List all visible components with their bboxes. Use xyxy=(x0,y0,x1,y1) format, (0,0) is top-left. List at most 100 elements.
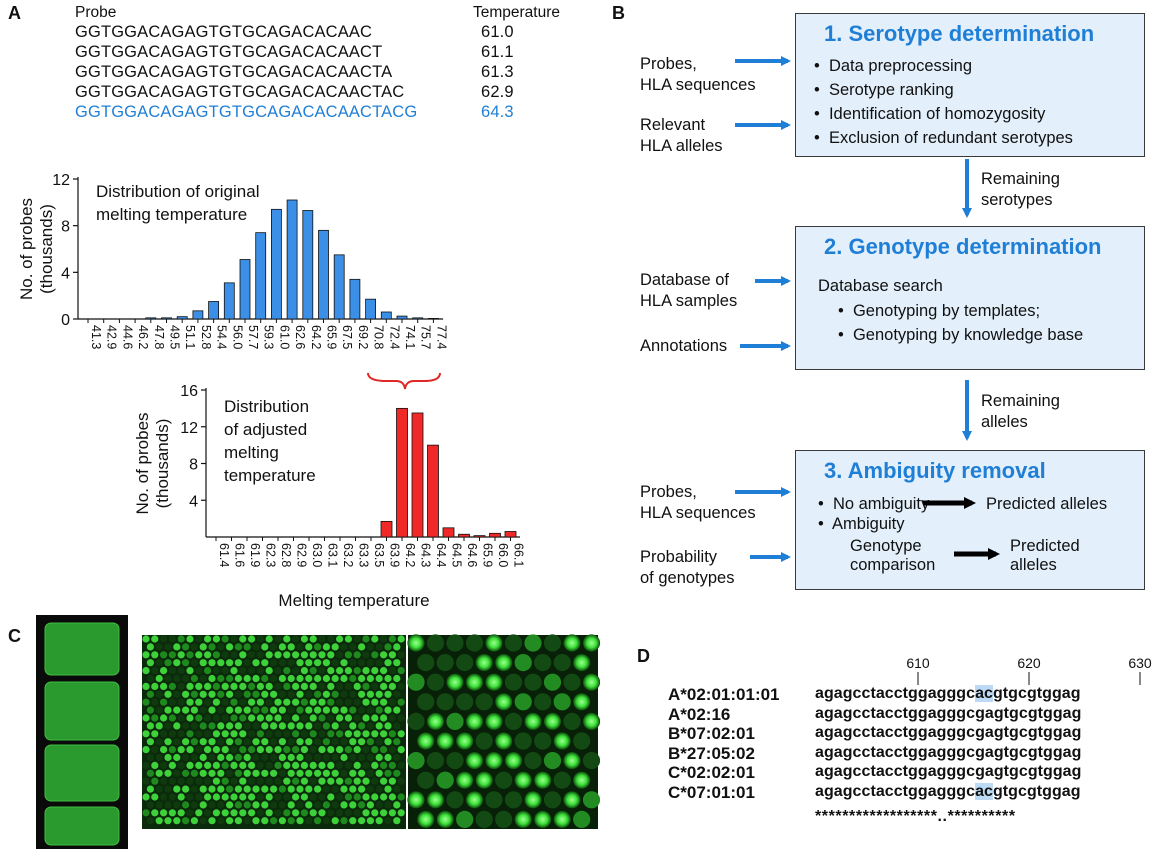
spot xyxy=(155,753,163,762)
spot xyxy=(524,791,542,809)
y-tick-label: 12 xyxy=(52,172,70,189)
spot xyxy=(270,706,278,714)
spot xyxy=(388,793,396,801)
temperature-header: Temperature xyxy=(473,4,561,21)
variant-position: ac xyxy=(975,685,993,702)
spot xyxy=(327,698,335,706)
spot xyxy=(553,732,571,750)
spot xyxy=(239,682,247,690)
spot xyxy=(336,635,344,643)
spot xyxy=(190,722,198,730)
spot xyxy=(543,791,562,809)
spot xyxy=(366,706,374,714)
spot xyxy=(270,785,278,793)
spot xyxy=(274,761,282,769)
spot xyxy=(407,634,425,652)
bar xyxy=(349,278,361,320)
spot xyxy=(217,817,225,825)
spot xyxy=(160,635,168,643)
spot xyxy=(226,769,234,777)
x-tick-label: 64.2 xyxy=(403,543,417,567)
predicted-alleles-label-2: Predicted alleles xyxy=(1010,537,1080,575)
spot xyxy=(182,753,190,762)
spot xyxy=(344,714,352,722)
spot xyxy=(243,738,251,746)
spot xyxy=(248,651,256,659)
spot xyxy=(212,777,220,785)
spot xyxy=(322,769,330,777)
spot xyxy=(248,793,256,801)
spot xyxy=(314,643,322,651)
spot xyxy=(186,777,194,785)
spot xyxy=(248,730,256,738)
bar xyxy=(223,282,235,320)
spot xyxy=(195,714,203,722)
spot xyxy=(446,634,464,652)
spot xyxy=(305,659,313,667)
spot xyxy=(388,777,396,785)
spot xyxy=(186,651,194,659)
allele-name: A*02:16 xyxy=(668,704,731,724)
spot xyxy=(212,761,220,769)
spot xyxy=(292,809,300,817)
spot xyxy=(248,761,256,769)
spot xyxy=(582,791,600,809)
spot xyxy=(190,643,198,651)
x-tick-label: 42.9 xyxy=(105,325,119,349)
spot xyxy=(270,674,278,683)
spot xyxy=(199,722,207,730)
spot xyxy=(331,690,339,698)
spot xyxy=(195,730,203,738)
spot xyxy=(261,785,269,793)
allele-sequence: agagcctacctggagggcgagtgcgtggag xyxy=(815,763,1081,781)
spot xyxy=(380,746,388,754)
spot xyxy=(278,706,286,714)
spot xyxy=(375,817,383,825)
spot xyxy=(331,769,339,777)
spot xyxy=(252,801,260,809)
spot xyxy=(417,810,435,828)
flow-arrows xyxy=(735,56,1000,562)
spot xyxy=(287,817,295,825)
spot xyxy=(151,777,159,785)
spot xyxy=(371,682,379,690)
spot xyxy=(514,693,532,711)
spot xyxy=(331,738,339,746)
spot xyxy=(287,769,295,777)
spot xyxy=(146,738,154,746)
spot xyxy=(362,777,370,785)
spot xyxy=(256,667,264,675)
spot xyxy=(504,634,523,652)
spot xyxy=(243,785,251,793)
spot xyxy=(384,706,392,714)
spot xyxy=(256,682,264,690)
spot xyxy=(261,690,269,698)
spot xyxy=(278,690,286,698)
spot xyxy=(217,769,225,777)
spot xyxy=(485,791,503,809)
spot xyxy=(173,785,181,793)
spot xyxy=(283,698,291,706)
y-tick-label: 16 xyxy=(180,383,198,400)
spot xyxy=(270,769,278,777)
spot xyxy=(543,712,562,730)
spot xyxy=(349,659,357,667)
spot xyxy=(331,643,339,651)
line: Probes, xyxy=(640,483,697,501)
bar xyxy=(208,301,220,320)
spot xyxy=(177,714,185,722)
y-axis-label: No. of probes(thousands) xyxy=(133,412,172,514)
spot xyxy=(278,769,286,777)
spot xyxy=(164,643,172,651)
spot xyxy=(151,682,159,690)
spot xyxy=(524,712,542,730)
spot xyxy=(495,654,513,672)
spot xyxy=(226,690,234,698)
spot xyxy=(265,651,273,659)
bar xyxy=(176,316,188,320)
spot xyxy=(230,667,238,675)
x-tick-label: 52.8 xyxy=(199,325,213,349)
spot xyxy=(327,682,335,690)
spot xyxy=(173,674,181,683)
spot xyxy=(563,634,581,652)
